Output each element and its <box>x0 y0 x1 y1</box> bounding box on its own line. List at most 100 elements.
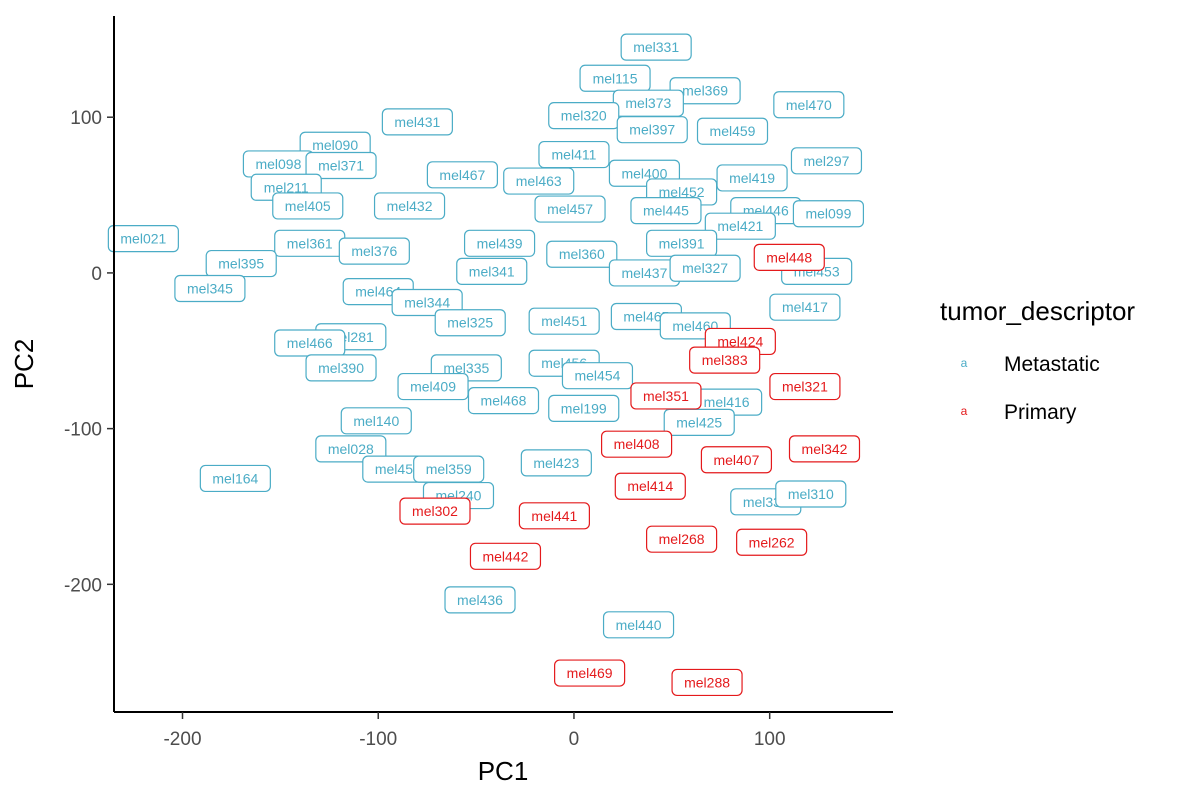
legend-key: a <box>961 404 968 418</box>
point-label-text: mel373 <box>625 95 671 111</box>
point-label-metastatic: mel164 <box>199 464 271 493</box>
point-label-text: mel457 <box>547 201 593 217</box>
point-label-text: mel262 <box>749 534 795 550</box>
label-box <box>272 192 344 220</box>
point-label-text: mel437 <box>621 265 667 281</box>
label-box <box>528 307 600 335</box>
point-label-metastatic: mel419 <box>716 164 788 192</box>
point-label-text: mel424 <box>717 333 763 349</box>
point-label-text: mel325 <box>447 315 493 331</box>
point-label-text: mel452 <box>659 184 705 200</box>
label-box <box>788 435 861 463</box>
point-label-primary: mel448 <box>753 243 825 271</box>
axis-ticks: -200 -100 0 100 -200 -100 0 100 <box>64 108 786 750</box>
label-box <box>790 147 863 175</box>
label-box <box>338 237 410 265</box>
label-box <box>663 408 735 436</box>
point-label-text: mel466 <box>287 335 333 351</box>
point-label-metastatic: mel211 <box>250 173 322 201</box>
point-label-metastatic: mel470 <box>773 91 845 119</box>
label-box <box>630 382 702 410</box>
point-label-metastatic: mel371 <box>305 151 377 180</box>
label-box <box>620 33 692 61</box>
label-box <box>467 386 540 415</box>
label-box <box>554 659 626 687</box>
point-label-text: mel409 <box>410 379 456 395</box>
y-axis-title: PC2 <box>9 339 39 390</box>
point-label-primary: mel288 <box>671 668 743 697</box>
label-box <box>399 497 471 525</box>
point-label-text: mel361 <box>287 235 333 251</box>
label-box <box>538 140 610 169</box>
point-label-text: mel451 <box>541 313 587 329</box>
point-label-text: mel468 <box>481 393 527 409</box>
x-tick-label: -200 <box>163 729 201 750</box>
point-label-text: mel416 <box>704 394 750 410</box>
label-box <box>753 243 825 271</box>
point-label-text: mel021 <box>120 231 166 247</box>
point-label-text: mel397 <box>629 122 675 138</box>
label-box <box>107 225 179 253</box>
point-label-text: mel465 <box>623 309 669 325</box>
point-label-text: mel327 <box>682 260 728 276</box>
point-label-metastatic: mel439 <box>463 229 536 257</box>
point-label-metastatic: mel397 <box>616 116 688 144</box>
label-box <box>700 446 773 474</box>
point-label-metastatic: mel437 <box>608 259 681 287</box>
label-box <box>305 151 377 180</box>
label-box <box>769 372 841 401</box>
point-label-text: mel436 <box>457 592 503 608</box>
label-box <box>602 611 675 639</box>
label-box <box>381 108 453 136</box>
point-label-text: mel342 <box>802 441 848 457</box>
label-box <box>548 102 620 130</box>
y-tick-label: 0 <box>91 264 102 285</box>
point-label-text: mel469 <box>567 665 613 681</box>
point-label-text: mel407 <box>713 452 759 468</box>
point-label-text: mel459 <box>710 123 756 139</box>
point-label-primary: mel351 <box>630 382 702 410</box>
point-label-text: mel440 <box>616 617 662 633</box>
label-box <box>463 229 536 257</box>
point-label-text: mel321 <box>782 379 828 395</box>
point-label-text: mel425 <box>676 414 722 430</box>
point-label-metastatic: mel451 <box>528 307 600 335</box>
point-label-metastatic: mel411 <box>538 140 610 169</box>
point-label-metastatic: mel467 <box>426 161 498 189</box>
point-label-text: mel441 <box>531 508 577 524</box>
label-box <box>630 197 702 225</box>
point-label-metastatic: mel199 <box>548 394 620 422</box>
point-label-metastatic: mel140 <box>340 407 412 435</box>
point-label-text: mel383 <box>702 352 748 368</box>
label-box <box>434 309 506 337</box>
point-label-text: mel417 <box>782 299 828 315</box>
point-label-metastatic: mel359 <box>413 455 485 483</box>
label-box <box>546 240 618 268</box>
point-label-text: mel445 <box>643 203 689 219</box>
point-label-text: mel297 <box>803 153 849 169</box>
point-label-metastatic: mel320 <box>548 102 620 130</box>
point-label-text: mel341 <box>469 263 515 279</box>
point-label-primary: mel407 <box>700 446 773 474</box>
point-label-primary: mel442 <box>469 542 542 570</box>
data-labels-layer: mel331 mel115 mel369 mel470 mel373 mel320 mel4… <box>107 33 865 697</box>
point-label-text: mel391 <box>659 235 705 251</box>
point-label-text: mel199 <box>561 400 607 416</box>
x-tick-label: -100 <box>359 729 397 750</box>
label-box <box>520 449 592 477</box>
point-label-text: mel442 <box>482 548 528 564</box>
label-box <box>518 502 590 530</box>
point-label-metastatic: mel341 <box>456 257 528 285</box>
point-label-text: mel376 <box>351 243 397 259</box>
point-label-text: mel419 <box>729 170 775 186</box>
label-box <box>600 430 673 458</box>
point-label-text: mel408 <box>614 436 660 452</box>
point-label-metastatic: mel327 <box>669 254 741 282</box>
label-box <box>391 288 463 317</box>
point-label-primary: mel414 <box>614 472 686 500</box>
label-box <box>646 525 718 553</box>
point-label-text: mel454 <box>574 368 620 384</box>
point-label-text: mel115 <box>593 70 638 86</box>
axes: -200 -100 0 100 -200 -100 0 100 PC1 PC2 <box>9 16 893 786</box>
point-label-text: mel360 <box>559 246 605 262</box>
